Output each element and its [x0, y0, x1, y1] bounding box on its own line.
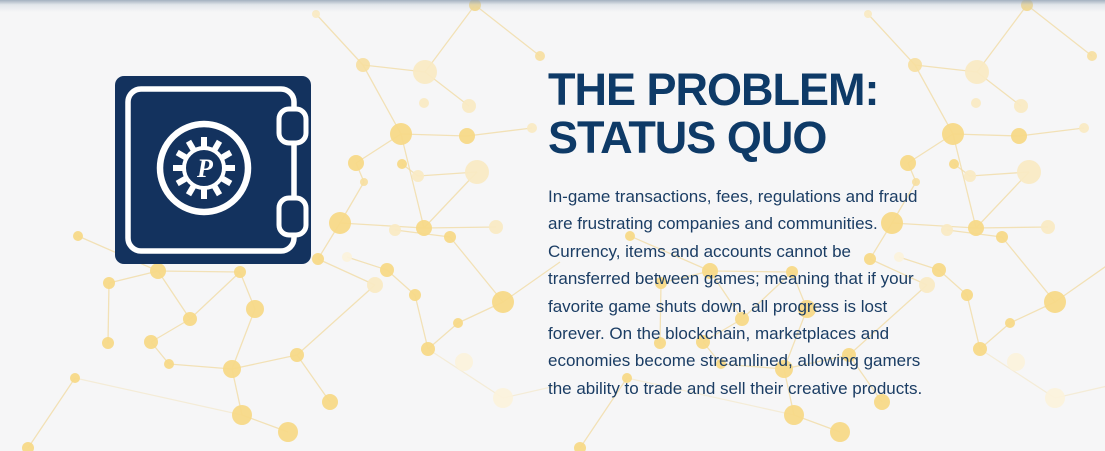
- section-title: THE PROBLEM: STATUS QUO: [548, 66, 1078, 162]
- paragraph-line: Currency, items and accounts cannot be: [548, 241, 852, 261]
- vault-icon: P: [115, 76, 311, 264]
- vault-hinges: [276, 106, 309, 238]
- paragraph-line: the ability to trade and sell their crea…: [548, 378, 923, 398]
- section-title-line1: THE PROBLEM:: [548, 64, 880, 115]
- copy-block: THE PROBLEM: STATUS QUO In-game transact…: [548, 66, 1078, 402]
- paragraph-line: favorite game shuts down, all progress i…: [548, 296, 888, 316]
- paragraph-line: transferred between games; meaning that …: [548, 269, 914, 289]
- section-paragraph: In-game transactions, fees, regulations …: [548, 183, 1078, 402]
- vault-monogram: P: [196, 154, 214, 183]
- section-title-line2: STATUS QUO: [548, 112, 827, 163]
- paragraph-line: are frustrating companies and communitie…: [548, 214, 878, 234]
- paragraph-line: economies become streamlined, allowing g…: [548, 351, 921, 371]
- paragraph-line: forever. On the blockchain, marketplaces…: [548, 324, 890, 344]
- vault-dial: P: [156, 120, 252, 216]
- paragraph-line: In-game transactions, fees, regulations …: [548, 187, 918, 206]
